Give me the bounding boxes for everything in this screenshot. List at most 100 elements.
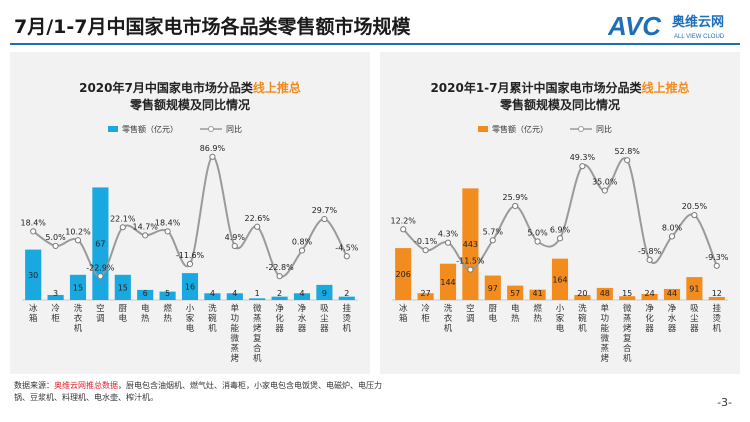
bar-label-7: 16	[185, 283, 195, 292]
bar-4	[484, 275, 501, 300]
yoy-point-14	[343, 253, 350, 260]
legend-line-label: 同比	[596, 124, 612, 134]
page-number: -3-	[717, 396, 732, 409]
yoy-point-13	[691, 212, 698, 219]
yoy-point-9	[601, 187, 608, 194]
yoy-label-10: 22.6%	[244, 214, 270, 223]
category-label-8: 洗碗机	[578, 303, 587, 334]
chart-title-main: 2020年7月中国家电市场分品类	[79, 80, 254, 95]
category-label-3: 空调	[466, 303, 475, 324]
yoy-point-5	[142, 232, 149, 239]
page-title: 7月/1-7月中国家电市场各品类零售额市场规模	[14, 16, 411, 38]
bar-label-1: 3	[53, 289, 58, 298]
legend-bar-swatch	[478, 126, 488, 132]
yoy-point-4	[119, 224, 126, 231]
bar-0	[25, 249, 42, 300]
bar-label-6: 5	[165, 289, 170, 298]
bar-label-9: 48	[600, 289, 610, 298]
bar-label-10: 15	[622, 289, 632, 298]
bar-2	[69, 274, 87, 300]
footnote-prefix: 数据来源：	[14, 381, 54, 390]
chart-subtitle: 零售额规模及同比情况	[499, 97, 620, 112]
bar-label-9: 4	[232, 289, 237, 298]
yoy-point-8	[209, 153, 216, 160]
bar-label-11: 2	[277, 289, 282, 298]
bar-9	[226, 293, 243, 300]
chart-title-highlight: 线上推总	[253, 80, 301, 95]
category-label-10: 微蒸烤复合机	[623, 303, 632, 364]
yoy-label-11: -5.8%	[638, 247, 662, 256]
category-label-3: 空调	[96, 303, 105, 324]
bar-5	[137, 289, 154, 300]
yoy-point-0	[30, 228, 37, 235]
yoy-label-14: -4.5%	[335, 243, 359, 252]
yoy-label-7: -11.6%	[176, 251, 205, 260]
category-label-2: 洗衣机	[74, 303, 83, 334]
yoy-point-6	[164, 228, 171, 235]
yoy-label-6: 5.0%	[527, 229, 548, 238]
yoy-point-7	[186, 260, 194, 268]
yoy-label-13: 20.5%	[682, 202, 708, 211]
category-label-7: 小家电	[556, 303, 565, 334]
bar-11	[641, 293, 658, 300]
yoy-point-10	[624, 157, 631, 164]
category-label-5: 电热	[141, 303, 150, 324]
yoy-label-5: 25.9%	[502, 193, 528, 202]
chart-title: 2020年1-7月累计中国家电市场分品类线上推总	[430, 80, 689, 95]
category-label-0: 冰箱	[29, 303, 38, 324]
bar-label-3: 67	[95, 240, 105, 249]
yoy-label-8: 49.3%	[570, 153, 596, 162]
title-divider	[10, 43, 740, 45]
bar-0	[395, 248, 412, 300]
category-label-4: 厨电	[489, 304, 498, 324]
bar-1	[417, 293, 434, 300]
bar-label-4: 15	[118, 283, 128, 292]
chart-cumulative: 2020年1-7月累计中国家电市场分品类线上推总零售额规模及同比情况零售额（亿元…	[390, 80, 729, 364]
bar-label-7: 164	[552, 275, 567, 284]
yoy-point-2	[444, 239, 452, 246]
category-label-10: 微蒸烤复合机	[253, 303, 262, 364]
logo-text: AVC	[608, 11, 662, 41]
yoy-label-10: 52.8%	[614, 147, 640, 156]
yoy-label-2: 4.3%	[438, 230, 459, 239]
chart-title-main: 2020年1-7月累计中国家电市场分品类	[430, 80, 642, 95]
footnote: 数据来源：奥维云网推总数据，厨电包含油烟机、燃气灶、消毒柜，小家电包含电饭煲、电…	[14, 380, 394, 404]
yoy-point-13	[321, 215, 328, 223]
yoy-point-11	[646, 256, 653, 263]
yoy-point-4	[489, 237, 496, 244]
bar-label-0: 30	[28, 271, 38, 280]
yoy-point-11	[276, 273, 283, 280]
bar-1	[47, 294, 64, 300]
yoy-line	[32, 155, 348, 278]
yoy-point-6	[534, 238, 541, 245]
bar-label-11: 24	[645, 289, 655, 298]
yoy-label-0: 18.4%	[20, 218, 46, 227]
yoy-label-12: 0.8%	[292, 237, 313, 246]
bar-label-5: 57	[510, 289, 520, 298]
bar-label-5: 6	[143, 289, 148, 298]
yoy-point-10	[254, 223, 261, 230]
category-label-7: 小家电	[186, 303, 195, 334]
footnote-source: 奥维云网推总数据	[54, 381, 118, 390]
bar-12	[293, 293, 311, 300]
category-label-11: 净化器	[645, 303, 654, 334]
category-label-1: 冷柜	[421, 303, 430, 324]
avc-logo: AVC 奥维云网 ALL VIEW CLOUD	[608, 11, 725, 41]
bar-label-2: 144	[440, 278, 455, 287]
chart-title: 2020年7月中国家电市场分品类线上推总	[79, 80, 301, 95]
category-label-8: 洗碗机	[208, 303, 217, 334]
bar-13	[316, 284, 333, 300]
bar-8	[204, 293, 221, 300]
category-label-4: 厨电	[119, 304, 128, 324]
yoy-label-7: 6.9%	[550, 225, 571, 234]
yoy-label-1: 5.0%	[45, 233, 66, 242]
category-label-13: 吸尘器	[320, 304, 329, 334]
bar-label-13: 91	[689, 285, 699, 294]
yoy-label-3: -22.9%	[86, 263, 115, 272]
chart-panel-monthly: 2020年7月中国家电市场分品类线上推总 零售额规模及同比情况 零售额（亿元） 同比 3…	[10, 52, 370, 374]
bar-6	[529, 289, 546, 300]
bar-14	[708, 296, 725, 300]
yoy-point-0	[400, 226, 407, 233]
yoy-label-14: -9.3%	[705, 253, 729, 262]
